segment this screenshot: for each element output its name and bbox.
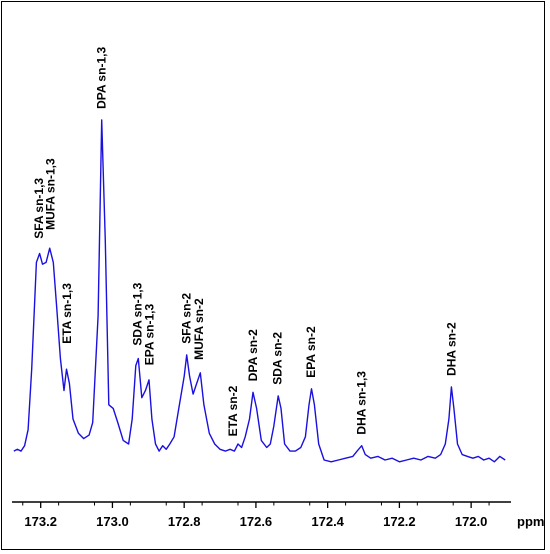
peak-label: MUFA sn-1,3: [44, 158, 58, 230]
peak-label: ETA sn-2: [226, 385, 240, 436]
peak-label: DHA sn-2: [444, 322, 458, 376]
peak-label: SFA sn-2: [180, 293, 194, 344]
peak-label: SFA sn-1,3: [32, 178, 46, 239]
x-tick-label: 172.4: [311, 514, 344, 529]
x-tick-label: 172.8: [168, 514, 201, 529]
peak-label: DHA sn-1,3: [355, 371, 369, 435]
x-axis-label: ppm: [517, 514, 544, 529]
spectrum-line: [13, 119, 506, 463]
peak-label: EPA sn-2: [304, 326, 318, 378]
x-tick-label: 172.6: [240, 514, 273, 529]
peak-label: DPA sn-1,3: [95, 47, 109, 109]
x-tick-label: 173.0: [96, 514, 129, 529]
x-tick-label: 172.0: [455, 514, 488, 529]
x-axis: 173.2 173.0 172.8 172.6 172.4 172.2 172.0: [12, 501, 511, 529]
x-tick-label: 173.2: [24, 514, 57, 529]
peak-label: EPA sn-1,3: [142, 304, 156, 366]
peak-label: DPA sn-2: [246, 329, 260, 381]
plot-area: [13, 119, 506, 463]
peak-label: SDA sn-1,3: [131, 282, 145, 345]
peak-label: SDA sn-2: [270, 332, 284, 385]
peak-label: MUFA sn-2: [192, 298, 206, 360]
peak-label: ETA sn-1,3: [60, 283, 74, 344]
x-tick-label: 172.2: [383, 514, 416, 529]
